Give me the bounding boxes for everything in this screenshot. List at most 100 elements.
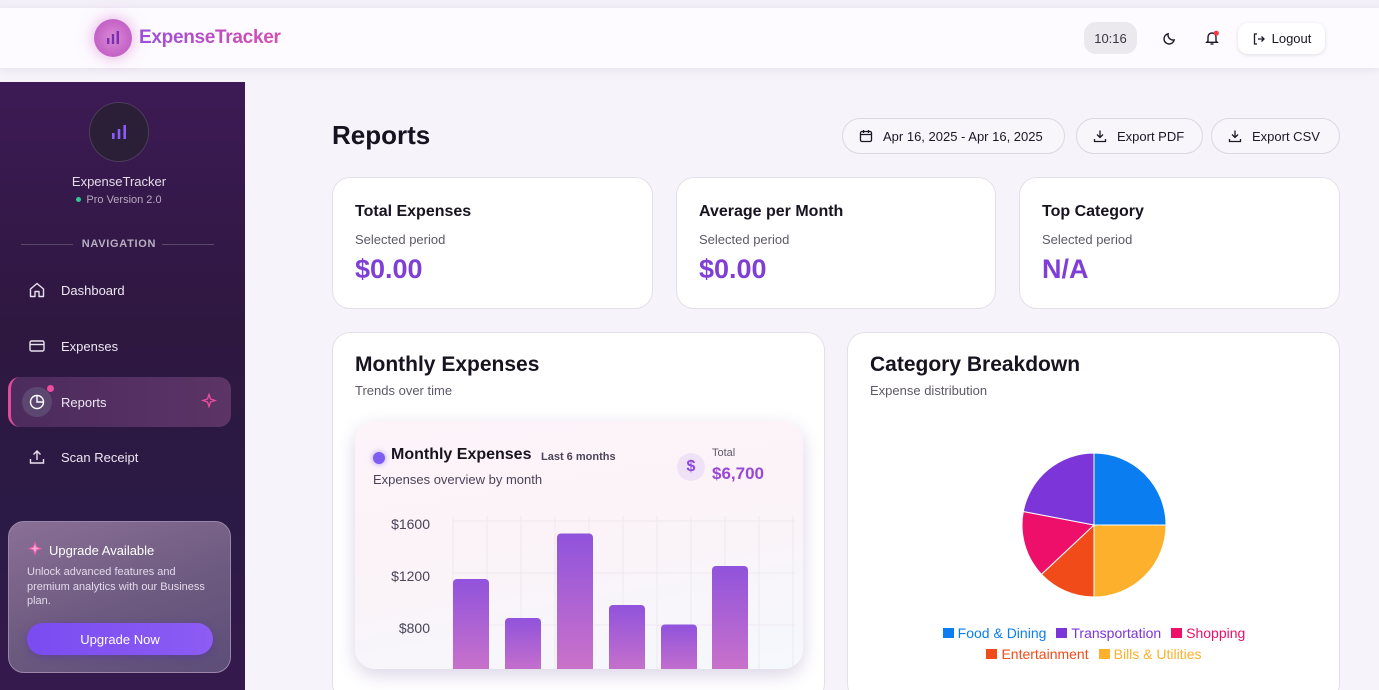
monthly-bar-chart: $800 $1200 $1600 [391,516,795,670]
notification-dot [47,385,54,392]
clock-badge: 10:16 [1084,22,1137,54]
stat-title: Average per Month [699,203,844,220]
upgrade-card: Upgrade Available Unlock advanced featur… [8,521,231,673]
sparkle-icon [27,540,43,562]
total-label: Total [712,447,736,459]
home-icon [22,275,52,305]
monthly-chart-card: $800 $1200 $1600 Monthly Expenses Last 6 m… [355,421,803,669]
sparkle-icon [200,392,218,414]
sidebar-app-name: ExpenseTracker [71,174,167,189]
stat-subtitle: Selected period [1042,232,1133,247]
y-tick-label: $800 [399,620,430,636]
sidebar-version: Pro Version 2.0 [0,194,238,206]
category-pie-chart [1021,452,1167,598]
credit-card-icon [22,331,52,361]
monthly-expenses-panel: Monthly Expenses Trends over time $800 $1… [332,332,825,690]
legend-item[interactable]: Entertainment [986,646,1089,662]
stat-card-total-expenses: Total Expenses Selected period $0.00 [332,177,653,309]
sidebar-item-label: Dashboard [61,282,125,298]
legend-swatch [986,649,998,659]
sidebar-item-label: Scan Receipt [61,449,139,465]
page-title: Reports [332,120,431,150]
upgrade-now-button[interactable]: Upgrade Now [27,623,213,655]
bar[interactable] [609,605,645,669]
moon-icon[interactable] [1155,24,1183,52]
pie-slice[interactable] [1021,510,1096,575]
bell-icon[interactable] [1198,24,1226,52]
download-icon [1228,130,1242,143]
chart-legend: Food & Dining Transportation Shopping [848,625,1340,641]
legend-label: Shopping [1186,625,1246,641]
pie-chart-icon [22,385,54,417]
bar[interactable] [557,533,593,670]
divider [21,244,73,245]
total-value: $6,700 [712,464,764,483]
stat-card-average-per-month: Average per Month Selected period $0.00 [676,177,996,309]
top-strip [0,0,1379,8]
status-dot [373,452,385,464]
sidebar: ExpenseTracker Pro Version 2.0 NAVIGATIO… [0,82,245,690]
calendar-icon [859,130,873,143]
sidebar-item-label: Expenses [61,338,119,354]
version-label: Pro Version 2.0 [86,194,162,206]
sidebar-item-reports[interactable]: Reports [8,377,231,427]
export-pdf-button[interactable]: Export PDF [1076,118,1203,154]
chart-card-subtitle: Expenses overview by month [373,472,543,487]
stat-title: Top Category [1042,203,1144,220]
panel-subtitle: Trends over time [355,383,453,398]
legend-label: Transportation [1071,625,1162,641]
export-pdf-label: Export PDF [1117,128,1185,144]
sidebar-item-expenses[interactable]: Expenses [8,321,231,371]
dollar-icon: $ [677,453,705,481]
legend-item[interactable]: Transportation [1056,625,1161,641]
stat-subtitle: Selected period [355,232,446,247]
pie-slice[interactable] [1022,452,1095,526]
export-csv-button[interactable]: Export CSV [1211,118,1340,154]
pie-slice[interactable] [1093,524,1167,598]
bar[interactable] [453,579,489,669]
panel-title: Category Breakdown [870,353,1081,376]
status-dot [76,197,82,202]
chart-card-tag: Last 6 months [541,451,616,463]
header-bar: ExpenseTracker 10:16 Logout [0,8,1379,68]
date-range-label: Apr 16, 2025 - Apr 16, 2025 [883,128,1043,144]
stat-value: $0.00 [699,254,767,284]
legend-swatch [1056,628,1068,638]
upload-icon [22,442,52,472]
sidebar-item-scan-receipt[interactable]: Scan Receipt [8,432,231,482]
logout-label: Logout [1271,31,1312,46]
legend-item[interactable]: Shopping [1171,625,1245,641]
download-icon [1093,130,1107,143]
date-range-picker[interactable]: Apr 16, 2025 - Apr 16, 2025 [842,118,1065,154]
stat-value: N/A [1042,254,1089,284]
pie-slice[interactable] [1040,523,1095,598]
logout-icon [1253,32,1265,45]
legend-item[interactable]: Bills & Utilities [1098,646,1202,662]
bar[interactable] [505,618,541,669]
upgrade-title: Upgrade Available [49,543,155,558]
stat-subtitle: Selected period [699,232,790,247]
bar[interactable] [712,566,748,669]
logout-button[interactable]: Logout [1238,23,1325,54]
legend-label: Entertainment [1001,646,1089,662]
legend-item[interactable]: Food & Dining [942,625,1047,641]
pie-slice[interactable] [1093,452,1167,526]
stat-title: Total Expenses [355,203,472,220]
logo-icon[interactable] [94,19,132,57]
legend-label: Bills & Utilities [1113,646,1202,662]
bar[interactable] [661,624,697,670]
legend-label: Food & Dining [957,625,1047,641]
divider [162,244,214,245]
stat-card-top-category: Top Category Selected period N/A [1019,177,1340,309]
sidebar-item-label: Reports [61,394,107,410]
panel-subtitle: Expense distribution [870,383,988,398]
nav-section-title: NAVIGATION [81,238,157,250]
y-tick-label: $1200 [391,568,430,584]
brand-name[interactable]: ExpenseTracker [139,27,281,48]
sidebar-logo-icon [89,102,149,162]
upgrade-text: Unlock advanced features and premium ana… [27,566,205,607]
chart-card-title: Monthly Expenses [391,446,532,463]
y-tick-label: $1600 [391,516,430,532]
category-breakdown-panel: Category Breakdown Expense distribution … [847,332,1340,690]
sidebar-item-dashboard[interactable]: Dashboard [8,265,231,315]
